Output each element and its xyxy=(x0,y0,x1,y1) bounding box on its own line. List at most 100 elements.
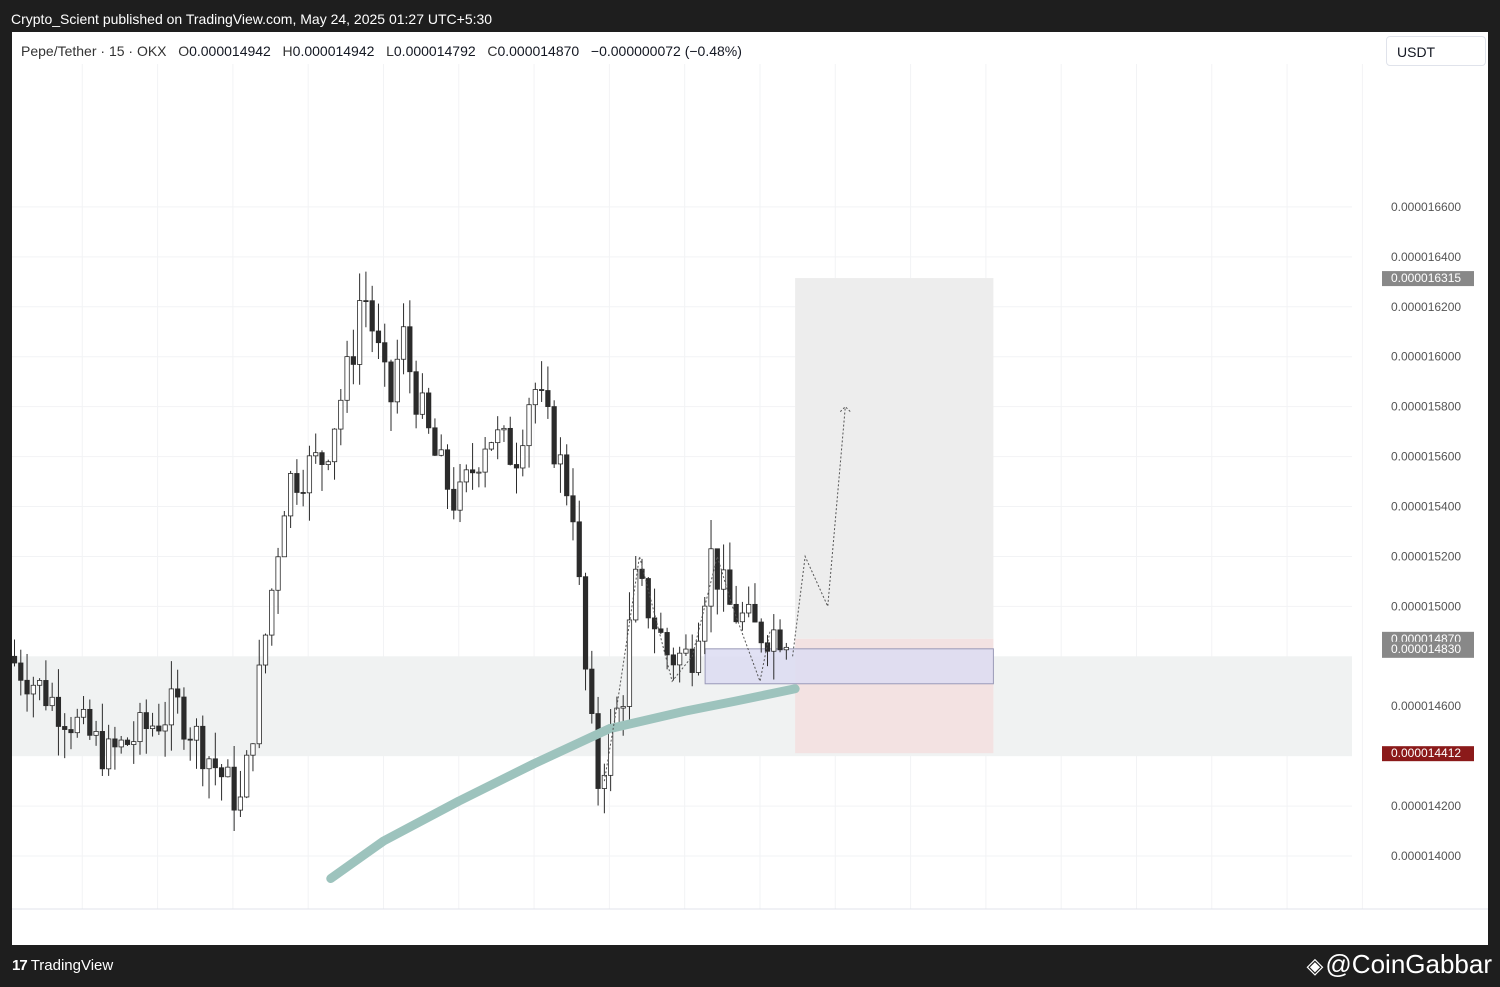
candle-body xyxy=(432,427,438,456)
candle-body xyxy=(93,731,99,736)
candle-body xyxy=(306,455,313,494)
change-value: −0.000000072 (−0.48%) xyxy=(590,43,742,59)
candle-body xyxy=(300,492,306,494)
candle-body xyxy=(620,706,626,709)
ohlc-legend: Pepe/Tether · 15 · OKX O0.000014942 H0.0… xyxy=(21,43,742,59)
candle-body xyxy=(413,371,419,415)
candle-body xyxy=(262,634,269,666)
candle-body xyxy=(438,449,444,456)
candle-body xyxy=(752,603,758,623)
candle-body xyxy=(557,454,564,465)
candle-body xyxy=(87,708,93,736)
candle-body xyxy=(476,471,482,474)
price-tag xyxy=(1382,271,1474,287)
pattern-dotted-line xyxy=(603,554,771,782)
y-tick-label: 0.000015400 xyxy=(1391,500,1461,514)
candle-body xyxy=(733,603,739,623)
candle-body xyxy=(331,428,338,463)
candle-body xyxy=(764,642,771,652)
candle-body xyxy=(495,429,501,444)
candle-body xyxy=(338,399,344,430)
candle-body xyxy=(162,724,168,732)
candle-body xyxy=(777,629,783,651)
high-label: H xyxy=(282,43,293,59)
candle-body xyxy=(645,578,651,619)
close-label: C xyxy=(487,43,498,59)
currency-button[interactable]: USDT xyxy=(1386,36,1486,66)
candle-body xyxy=(720,569,727,590)
candle-body xyxy=(237,796,244,811)
candle-body xyxy=(702,605,708,642)
publish-bar: Crypto_Scient published on TradingView.c… xyxy=(0,0,1500,32)
candle-body xyxy=(118,739,124,748)
candle-body xyxy=(357,300,363,365)
candle-body xyxy=(212,758,218,769)
candle-body xyxy=(739,612,746,623)
chart-panel[interactable]: Pepe/Tether · 15 · OKX O0.000014942 H0.0… xyxy=(12,32,1488,945)
candle-body xyxy=(683,648,689,654)
y-tick-label: 0.000016000 xyxy=(1391,350,1461,364)
candle-body xyxy=(49,696,55,707)
y-tick-label: 0.000015800 xyxy=(1391,400,1461,414)
price-tag-label: 0.000014412 xyxy=(1391,746,1461,760)
candle-body xyxy=(99,731,105,770)
candle-body xyxy=(225,766,231,778)
candle-body xyxy=(595,713,601,789)
y-tick-label: 0.000014600 xyxy=(1391,699,1461,713)
candle-body xyxy=(131,741,137,745)
candle-body xyxy=(231,766,237,811)
candle-body xyxy=(43,680,49,707)
candle-body xyxy=(313,452,319,457)
open-label: O xyxy=(178,43,190,59)
entry-box xyxy=(704,648,994,685)
tradingview-brand[interactable]: 17 TradingView xyxy=(12,957,113,974)
candle-body xyxy=(363,300,369,303)
candle-body xyxy=(344,356,350,401)
y-tick-label: 0.000015200 xyxy=(1391,549,1461,563)
candle-body xyxy=(62,726,68,730)
candle-body xyxy=(294,473,300,493)
candle-body xyxy=(570,495,576,523)
coingabbar-logo-icon: ◈ xyxy=(1306,953,1324,978)
candle-body xyxy=(451,488,457,511)
candle-body xyxy=(727,569,733,605)
candle-body xyxy=(394,358,400,403)
watermark-label: @CoinGabbar xyxy=(1325,949,1492,979)
candle-body xyxy=(695,640,702,673)
candle-body xyxy=(407,326,413,373)
candle-body xyxy=(143,712,149,730)
candle-body xyxy=(106,738,112,770)
published-info: Crypto_Scient published on TradingView.c… xyxy=(11,11,493,27)
candle-body xyxy=(589,668,595,714)
candle-body xyxy=(193,725,200,741)
price-tag-label: 0.000014830 xyxy=(1391,642,1461,656)
candle-body xyxy=(156,725,162,732)
y-tick-label: 0.000016400 xyxy=(1391,250,1461,264)
candle-body xyxy=(469,469,476,474)
candle-body xyxy=(382,342,388,363)
candle-body xyxy=(325,461,331,465)
candle-body xyxy=(670,654,676,666)
candle-body xyxy=(626,619,633,707)
candle-body xyxy=(18,662,24,681)
candle-body xyxy=(444,449,451,490)
candle-body xyxy=(187,738,193,741)
candle-body xyxy=(545,390,551,407)
candle-body xyxy=(200,725,206,770)
low-value: 0.000014792 xyxy=(393,43,476,59)
candle-body xyxy=(714,548,720,590)
price-tag xyxy=(1382,746,1474,762)
candle-body xyxy=(181,696,187,740)
tradingview-brand-label: TradingView xyxy=(30,957,114,974)
symbol-label[interactable]: Pepe/Tether · 15 · OKX xyxy=(21,43,167,59)
candle-body xyxy=(758,621,764,644)
candle-body xyxy=(269,589,275,636)
y-tick-label: 0.000015600 xyxy=(1391,450,1461,464)
candle-body xyxy=(783,646,789,651)
candle-body xyxy=(350,356,356,365)
price-tag-label: 0.000016315 xyxy=(1391,271,1461,285)
candle-body xyxy=(112,738,118,748)
price-tag xyxy=(1382,641,1474,657)
price-chart[interactable]: 0.000016600 0.000016400 0.000016200 0.00001… xyxy=(12,64,1488,945)
candle-body xyxy=(582,576,589,670)
